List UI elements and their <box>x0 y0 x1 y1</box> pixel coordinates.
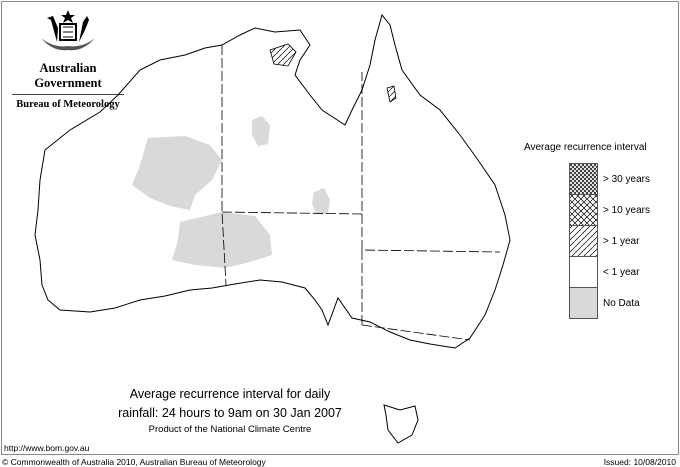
hatched-region <box>269 43 297 67</box>
bom-logo: Australian Government Bureau of Meteorol… <box>6 8 130 110</box>
state-borders <box>221 45 501 341</box>
issued-date: Issued: 10/08/2010 <box>603 457 676 467</box>
tasmania-coastline <box>383 404 419 444</box>
legend-label: < 1 year <box>603 267 640 278</box>
legend-swatch-lt1y <box>569 256 598 288</box>
legend-swatch-nodata <box>569 287 598 319</box>
no-data-region <box>312 188 330 214</box>
no-data-region <box>132 136 222 210</box>
url-link[interactable]: http://www.bom.gov.au <box>4 443 90 453</box>
legend-label: No Data <box>603 298 640 309</box>
legend-label: > 10 years <box>603 205 650 216</box>
legend-swatches <box>569 163 598 319</box>
org-name: Australian Government <box>34 61 102 90</box>
frame-border <box>1 1 679 455</box>
map-title-line1: Average recurrence interval for daily <box>129 387 331 401</box>
legend-swatch-10y <box>569 194 598 226</box>
map-subtitle: Product of the National Climate Centre <box>148 424 312 435</box>
legend-swatch-30y <box>569 163 598 195</box>
copyright: © Commonwealth of Australia 2010, Austra… <box>2 457 266 467</box>
legend-label: > 1 year <box>603 236 640 247</box>
australia-coastline <box>34 13 511 349</box>
hatched-region <box>386 85 397 103</box>
bureau-name: Bureau of Meteorology <box>12 94 124 110</box>
legend-title: Average recurrence interval <box>524 142 647 153</box>
no-data-region <box>172 212 272 268</box>
legend-swatch-1y <box>569 225 598 257</box>
no-data-region <box>252 116 270 146</box>
no-data-regions <box>132 116 330 268</box>
legend-label: > 30 years <box>603 174 650 185</box>
coat-of-arms-icon <box>41 10 95 51</box>
map-title-line2: rainfall: 24 hours to 9am on 30 Jan 2007 <box>118 406 342 420</box>
